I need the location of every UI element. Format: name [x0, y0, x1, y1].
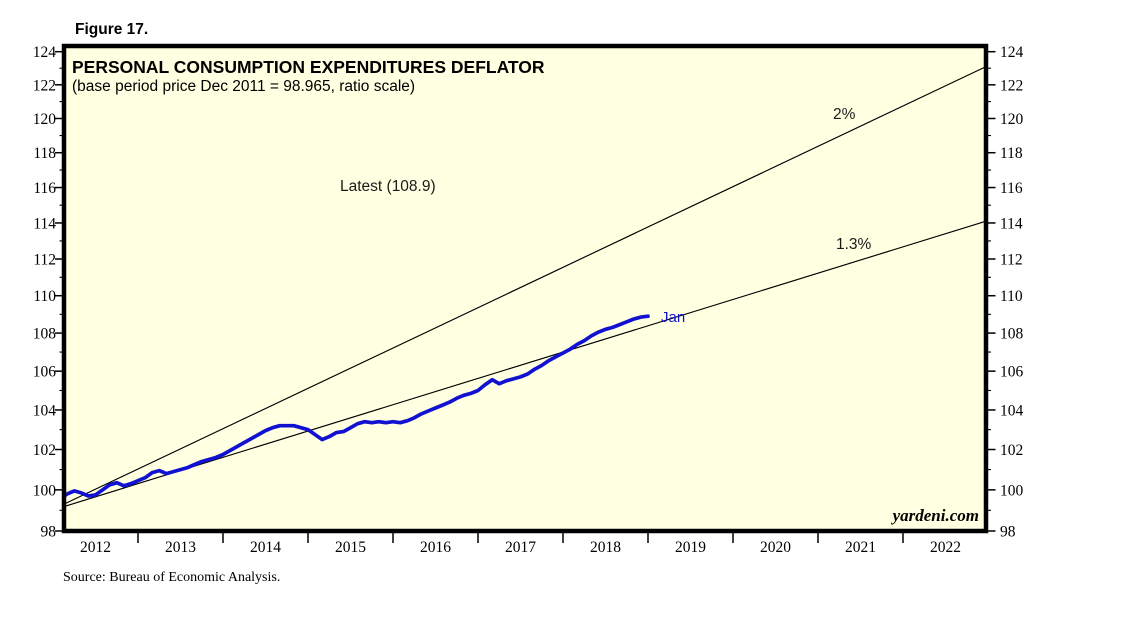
x-tick-label: 2014	[250, 539, 281, 556]
y-tick-label-left: 106	[33, 364, 57, 381]
y-tick-label-right: 114	[1000, 215, 1023, 232]
y-tick-label-left: 110	[33, 288, 56, 305]
y-tick-label-left: 120	[33, 111, 57, 128]
chart-title: PERSONAL CONSUMPTION EXPENDITURES DEFLAT…	[72, 57, 545, 77]
x-tick-label: 2012	[80, 539, 111, 556]
y-tick-label-right: 98	[1000, 524, 1016, 541]
y-tick-label-right: 100	[1000, 482, 1024, 499]
x-tick-label: 2018	[590, 539, 621, 556]
plot-background	[64, 46, 986, 531]
x-tick-label: 2017	[505, 539, 536, 556]
y-tick-label-right: 118	[1000, 145, 1023, 162]
y-tick-label-left: 122	[33, 77, 56, 94]
y-axis-left: 98 100 102 104 106 108 110 112 114 116 118 120 122 12…	[33, 44, 64, 541]
y-tick-label-right: 102	[1000, 442, 1023, 459]
last-point-label: Jan	[661, 309, 685, 326]
x-tick-label: 2022	[930, 539, 961, 556]
y-tick-label-right: 110	[1000, 288, 1023, 305]
y-tick-label-right: 104	[1000, 402, 1024, 419]
y-tick-label-right: 112	[1000, 252, 1023, 269]
y-tick-label-left: 100	[33, 482, 57, 499]
y-tick-label-right: 120	[1000, 111, 1024, 128]
x-tick-label: 2013	[165, 539, 196, 556]
y-tick-label-left: 98	[41, 524, 57, 541]
y-tick-label-left: 118	[33, 145, 56, 162]
y-tick-label-right: 108	[1000, 326, 1024, 343]
y-tick-label-left: 104	[33, 402, 57, 419]
trend-line-13	[63, 220, 987, 508]
x-axis-bottom: 2012 2013 2014 2015 2016 2017 2018 2019 2020 2021…	[80, 531, 961, 556]
y-tick-label-left: 102	[33, 442, 56, 459]
pce-series-group	[64, 314, 650, 499]
chart-subtitle: (base period price Dec 2011 = 98.965, ra…	[72, 78, 415, 95]
pce-deflator-line	[64, 314, 650, 499]
x-tick-label: 2019	[675, 539, 706, 556]
y-tick-label-right: 106	[1000, 364, 1024, 381]
y-tick-label-left: 116	[33, 180, 56, 197]
yardeni-watermark: yardeni.com	[891, 506, 979, 525]
y-tick-label-right: 122	[1000, 77, 1023, 94]
y-tick-label-left: 108	[33, 326, 57, 343]
source-note: Source: Bureau of Economic Analysis.	[63, 570, 280, 585]
figure-label: Figure 17.	[75, 21, 148, 38]
latest-value-annotation: Latest (108.9)	[340, 178, 436, 195]
trend-lines-group	[63, 66, 987, 508]
x-tick-label: 2021	[845, 539, 876, 556]
y-tick-label-right: 124	[1000, 44, 1024, 61]
y-axis-right: 98 100 102 104 106 108 110 112 114 116 118 120 122 12…	[986, 44, 1024, 541]
y-tick-label-left: 112	[33, 252, 56, 269]
trend-label-1-3pct: 1.3%	[836, 236, 872, 253]
y-tick-label-left: 114	[33, 215, 56, 232]
trend-line-2	[63, 66, 987, 505]
plot-border	[61, 43, 989, 534]
x-tick-label: 2015	[335, 539, 366, 556]
y-tick-label-right: 116	[1000, 180, 1023, 197]
x-tick-label: 2016	[420, 539, 451, 556]
trend-label-2pct: 2%	[833, 106, 856, 123]
x-tick-label: 2020	[760, 539, 791, 556]
y-tick-label-left: 124	[33, 44, 57, 61]
